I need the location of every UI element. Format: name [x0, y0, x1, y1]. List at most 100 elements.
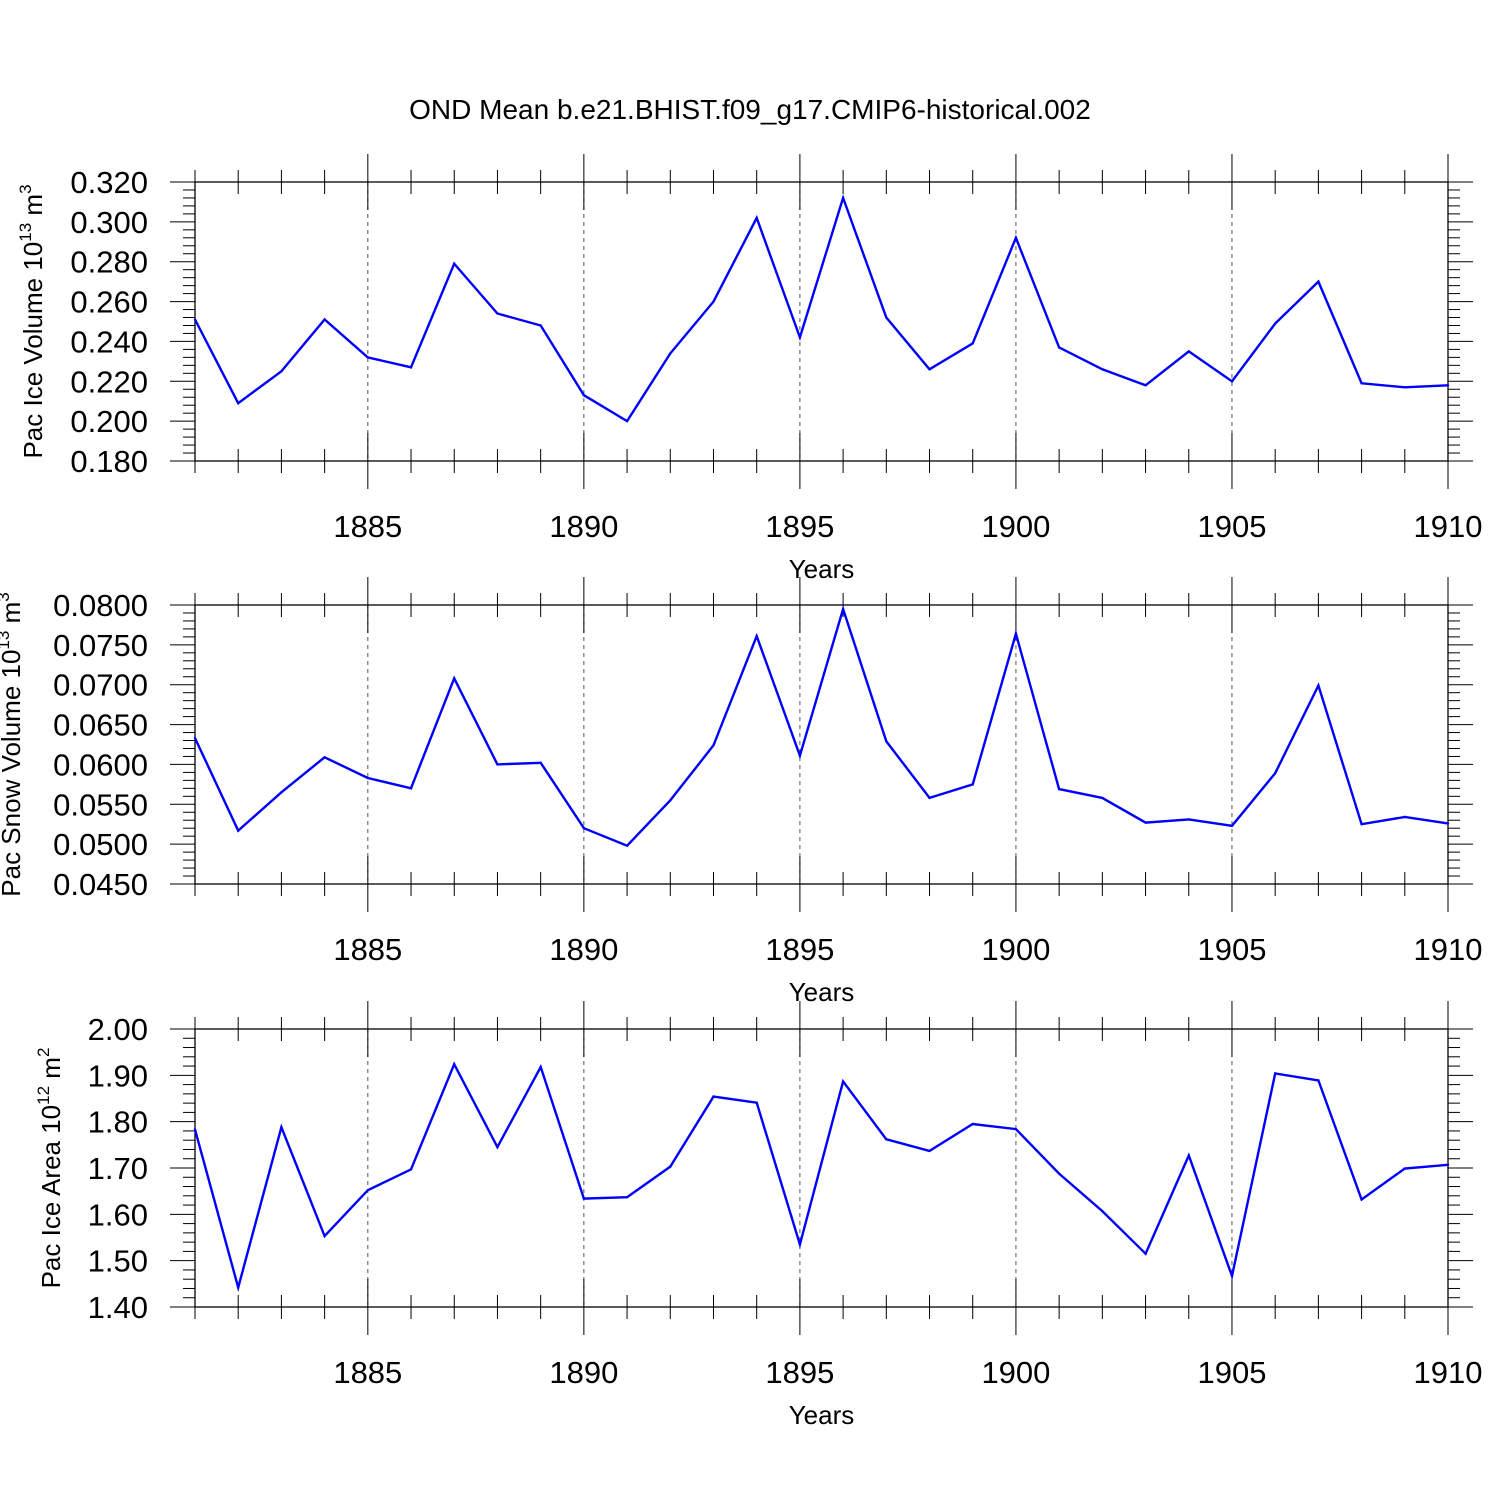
y-axis-title-text: m — [36, 1057, 66, 1086]
y-tick-label: 1.50 — [88, 1244, 148, 1279]
y-tick-label: 0.0600 — [53, 747, 148, 782]
data-point — [453, 262, 456, 265]
data-point — [409, 787, 413, 790]
data-point — [885, 1138, 888, 1141]
x-tick-label: 1900 — [981, 509, 1050, 544]
data-point — [193, 1128, 197, 1131]
chart-panels: 0.180 0.200 0.220 0.240 0.260 0.280 0.300 0.320… — [0, 154, 1482, 1430]
data-point — [669, 352, 672, 355]
y-tick-label: 2.00 — [88, 1012, 148, 1047]
data-point — [496, 1145, 499, 1149]
data-point — [625, 419, 629, 423]
y-axis-title: Pac Ice Area 1012 m2 — [34, 1048, 66, 1289]
panel-2: 0.0450 0.0500 0.0550 0.0600 0.0650 0.0700 0.07… — [0, 577, 1482, 1007]
data-point — [1014, 1127, 1018, 1131]
data-point — [841, 1080, 845, 1083]
data-point — [841, 196, 845, 200]
x-tick-label: 1900 — [981, 1355, 1050, 1390]
x-tick-label: 1910 — [1414, 1355, 1483, 1390]
data-point — [755, 216, 758, 220]
x-tick-label: 1885 — [333, 932, 402, 967]
data-point — [453, 677, 456, 680]
y-tick-label: 0.200 — [70, 404, 148, 439]
x-tick-label: 1895 — [765, 932, 834, 967]
y-axis-title-text: Pac Ice Area 10 — [36, 1105, 66, 1289]
y-axis-title: Pac Snow Volume 1013 m3 — [0, 592, 26, 896]
data-point — [755, 1101, 758, 1104]
data-point — [885, 316, 888, 319]
data-point — [1057, 787, 1061, 791]
y-axis-title-superscript: 3 — [0, 592, 13, 601]
data-point — [539, 761, 542, 764]
data-point — [539, 324, 542, 327]
data-point — [971, 783, 974, 786]
data-point — [1014, 236, 1018, 239]
data-point — [928, 1149, 931, 1153]
x-tick-label: 1890 — [549, 1355, 618, 1390]
series-line — [193, 194, 1449, 423]
data-point — [625, 844, 629, 847]
data-point — [539, 1065, 542, 1069]
data-point — [1274, 322, 1277, 325]
x-tick-label: 1885 — [333, 1355, 402, 1390]
y-tick-label: 0.320 — [70, 165, 148, 200]
y-tick-label: 0.0550 — [53, 787, 148, 822]
data-point — [1360, 1198, 1363, 1201]
data-point — [1446, 1163, 1450, 1167]
y-axis-title-text: m — [0, 602, 26, 631]
data-point — [971, 342, 974, 345]
data-point — [1144, 384, 1147, 387]
data-point — [928, 368, 931, 371]
y-tick-label: 0.180 — [70, 444, 148, 479]
y-tick-label: 1.80 — [88, 1105, 148, 1140]
y-axis-title-superscript: 3 — [16, 184, 35, 193]
y-tick-label: 0.300 — [70, 205, 148, 240]
y-tick-label: 0.0450 — [53, 867, 148, 902]
data-point — [280, 370, 283, 373]
plot-frame — [194, 604, 1449, 885]
data-point — [1446, 384, 1450, 387]
x-tick-label: 1885 — [333, 509, 402, 544]
data-point — [1230, 380, 1234, 383]
x-tick-label: 1895 — [765, 1355, 834, 1390]
y-tick-label: 0.0500 — [53, 827, 148, 862]
data-point — [366, 776, 369, 780]
data-point — [582, 1197, 586, 1200]
x-tick-label: 1910 — [1414, 932, 1483, 967]
data-point — [323, 756, 326, 759]
y-axis-title-superscript: 2 — [34, 1048, 53, 1057]
data-point — [1101, 1209, 1104, 1213]
x-tick-label: 1905 — [1197, 509, 1266, 544]
y-axis-title-text: m — [18, 194, 48, 223]
data-point — [1274, 772, 1277, 775]
data-point — [1014, 632, 1018, 635]
data-point — [323, 318, 326, 321]
data-point — [1403, 1167, 1407, 1170]
data-point — [1274, 1072, 1277, 1075]
data-point — [625, 1196, 629, 1199]
chart-title: OND Mean b.e21.BHIST.f09_g17.CMIP6-histo… — [409, 94, 1091, 125]
data-point — [798, 754, 802, 757]
y-tick-label: 1.60 — [88, 1197, 148, 1232]
data-point — [237, 829, 240, 832]
y-tick-label: 0.240 — [70, 324, 148, 359]
panel-1: 0.180 0.200 0.220 0.240 0.260 0.280 0.300 0.320… — [16, 154, 1482, 584]
data-point — [409, 366, 413, 369]
y-tick-label: 0.220 — [70, 364, 148, 399]
data-point — [1187, 350, 1191, 353]
x-axis-title: Years — [789, 554, 855, 584]
y-axis-title-superscript: 13 — [16, 223, 35, 242]
y-tick-label: 0.0650 — [53, 708, 148, 743]
data-point — [1317, 280, 1320, 283]
data-point — [1360, 382, 1363, 385]
y-tick-label: 0.280 — [70, 245, 148, 280]
data-point — [1446, 822, 1450, 825]
data-point — [1230, 824, 1234, 827]
data-point — [669, 799, 672, 802]
data-point — [669, 1165, 672, 1168]
data-point — [496, 763, 499, 766]
data-point — [237, 402, 240, 405]
x-tick-label: 1905 — [1197, 932, 1266, 967]
data-point — [1317, 1079, 1320, 1082]
